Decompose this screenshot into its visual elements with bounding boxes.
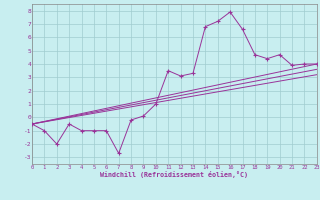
- X-axis label: Windchill (Refroidissement éolien,°C): Windchill (Refroidissement éolien,°C): [100, 171, 248, 178]
